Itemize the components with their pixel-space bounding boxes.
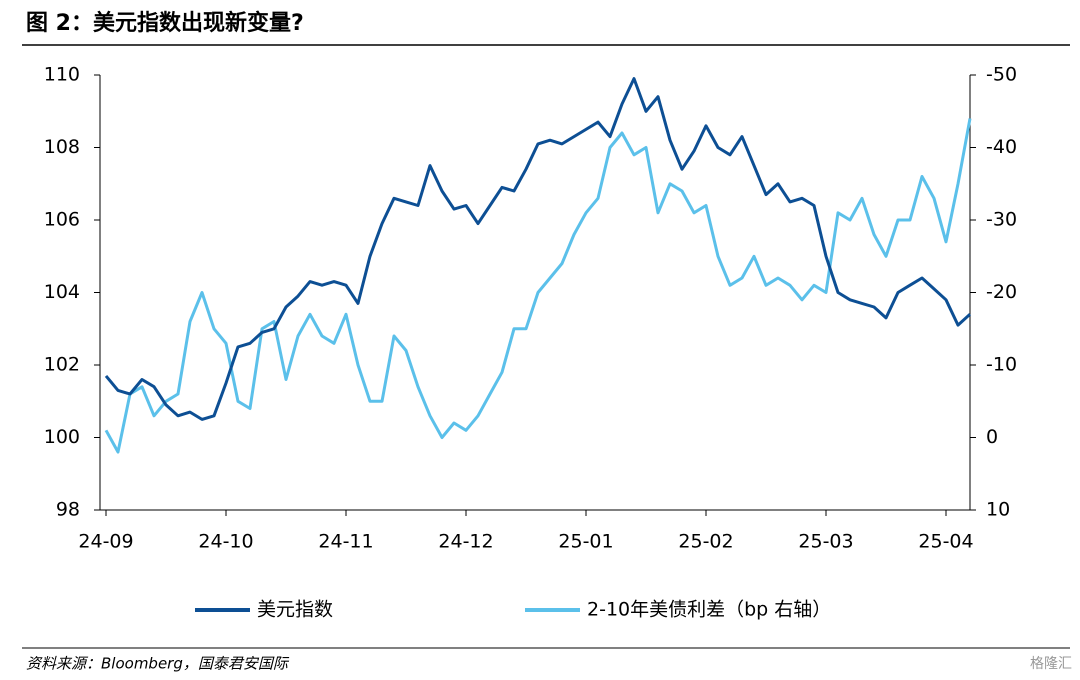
y2-tick-label: -20 <box>986 281 1017 303</box>
y2-tick-label: -10 <box>986 354 1017 376</box>
x-tick-label: 25-04 <box>918 531 973 553</box>
x-tick-label: 24-10 <box>198 531 253 553</box>
y2-tick-label: -50 <box>986 64 1017 86</box>
y-tick-label: 102 <box>44 354 80 376</box>
x-tick-label: 25-03 <box>798 531 853 553</box>
y-tick-label: 108 <box>44 136 80 158</box>
y2-tick-label: 0 <box>986 426 998 448</box>
legend-label: 美元指数 <box>257 599 333 621</box>
chart-title: 图 2：美元指数出现新变量? <box>26 10 304 36</box>
x-tick-label: 24-11 <box>318 531 373 553</box>
y-tick-label: 106 <box>44 209 80 231</box>
y-tick-label: 104 <box>44 281 80 303</box>
y2-tick-label: -40 <box>986 136 1017 158</box>
series-line <box>104 118 972 454</box>
x-tick-label: 24-09 <box>78 531 133 553</box>
y-tick-label: 110 <box>44 64 80 86</box>
y-tick-label: 100 <box>44 426 80 448</box>
x-tick-label: 25-02 <box>678 531 733 553</box>
x-tick-label: 25-01 <box>558 531 613 553</box>
legend-label: 2-10年美债利差（bp 右轴） <box>587 599 831 621</box>
y-tick-label: 98 <box>56 499 80 521</box>
x-tick-label: 24-12 <box>438 531 493 553</box>
y2-tick-label: 10 <box>986 499 1010 521</box>
source: 资料来源：Bloomberg，国泰君安国际 <box>26 655 290 673</box>
watermark: 格隆汇 <box>1030 656 1072 672</box>
y2-tick-label: -30 <box>986 209 1017 231</box>
series-line <box>104 77 972 421</box>
